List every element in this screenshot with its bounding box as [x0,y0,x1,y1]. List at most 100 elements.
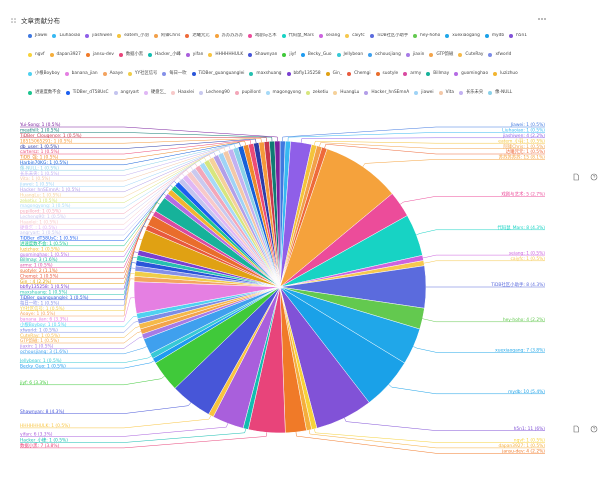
data-label: 像-NULL: 1 (0.5%) [20,164,59,171]
legend-swatch [28,72,32,76]
document-button-2[interactable] [571,424,581,434]
legend-item[interactable]: 达曦咒元 [185,33,210,39]
document-button[interactable] [571,172,581,182]
legend-item[interactable]: TiDB社区小助手 [369,33,408,39]
legend-item[interactable]: 阿锋Chris [153,33,180,39]
legend-swatch [148,53,153,57]
legend-swatch [336,53,341,57]
data-label: TiDB_强: 1 (0.5%) [19,155,59,161]
legend-item[interactable]: jiaxin [405,52,424,58]
legend-swatch [488,53,493,57]
legend-item[interactable]: xuexiaogang [445,33,480,39]
legend-item[interactable]: hey-hoho [413,33,440,39]
data-label: YY社区信号: 1 (0.5%) [19,305,65,312]
legend-item[interactable]: Shawnyan [248,52,277,58]
legend-item[interactable]: 数据小黑 [118,52,143,58]
legend-item[interactable]: 小根Boyboy [28,71,60,77]
legend-swatch [300,53,305,57]
data-label: Harbin70KG: 1 (0.5%) [20,160,68,166]
leader-line [20,176,181,236]
legend-item[interactable]: 长乐未央 [458,90,483,96]
pie-slice[interactable] [274,140,281,288]
leader-line [20,360,155,369]
legend-item[interactable]: banana_jian [64,71,98,77]
leader-line [388,384,545,395]
legend-item[interactable]: ngvf [28,52,45,58]
legend-item[interactable]: GTP韵磁 [429,52,453,58]
legend-item[interactable]: magongyong [265,90,301,96]
legend-item[interactable]: guominghao [454,71,488,77]
legend-item[interactable]: YY社区信号 [127,71,157,77]
legend-item[interactable]: Chemgi [347,71,371,77]
legend-item[interactable]: bbfly135258 [286,71,321,77]
help-button-2[interactable] [589,424,599,434]
legend-item[interactable]: yifan [185,52,203,58]
legend-item[interactable]: jiashiwen [85,33,112,39]
more-options-icon[interactable] [537,14,547,24]
legend-item[interactable]: seiang [318,33,340,39]
data-label: HuangLu: 1 (0.5%) [20,192,61,198]
legend-item[interactable]: Billmay [426,71,449,77]
legend-item[interactable]: jiawei [414,90,434,96]
legend-item[interactable]: eatem_小羽 [117,33,149,39]
help-button[interactable] [589,172,599,182]
legend-item[interactable]: Vita [438,90,454,96]
legend-item[interactable]: 苏苏苏苏苏 [214,33,243,39]
legend-item[interactable]: xfworld [488,52,511,58]
legend-item[interactable]: Gin_ [325,71,342,77]
data-label: 达曦咒元: 1 (0.5%) [506,148,545,155]
legend-item[interactable]: ochousjiang [368,52,401,58]
legend-item[interactable]: 每日一吹 [162,71,187,77]
legend-item[interactable]: Jellybean [336,52,363,58]
legend-item[interactable]: Hacker_hnSEmnA [364,90,409,96]
legend-label: Hacker_小峰 [155,52,181,57]
leader-line [324,143,545,155]
legend-item[interactable]: luzizhuo [493,71,518,77]
leader-line [20,428,246,443]
legend-item[interactable]: 戏剧与艺术 [248,33,277,39]
legend-item[interactable]: Hacker_小峰 [148,52,181,58]
legend-item[interactable]: 代码鼠_Mars [281,33,314,39]
legend-swatch [282,53,287,57]
legend-label: jansu-dev [92,52,114,57]
legend-item[interactable]: suotyle [375,71,398,77]
legend-item[interactable]: Haaxlei [171,90,194,96]
legend-item[interactable]: mydb [484,33,504,39]
legend-item[interactable]: CuteRay [458,52,483,58]
legend-label: zeketiu [312,90,329,95]
legend-swatch [64,72,69,76]
legend-item[interactable]: Aoaye [102,71,123,77]
legend-item[interactable]: zeketiu [305,90,329,96]
leader-line [20,278,135,317]
legend-item[interactable]: 硬盘乞_ [143,90,166,96]
legend-item[interactable]: maxshuang [249,71,282,77]
leader-line [20,166,194,220]
legend-swatch [265,91,270,95]
legend-item[interactable]: pupillord [234,90,261,96]
legend-item[interactable]: Lecheng90 [199,90,230,96]
legend-item[interactable]: TiDBer_dT58UsC [65,90,109,96]
legend-item[interactable]: HuangLu [333,90,359,96]
drag-handle-icon[interactable] [10,17,17,24]
legend-swatch [438,91,443,95]
legend-item[interactable]: jiyf [282,52,296,58]
legend-item[interactable]: h5n1 [509,33,527,39]
legend-item[interactable]: angryart [113,90,139,96]
legend-item[interactable]: caiyfc [345,33,365,39]
legend-swatch [102,72,107,76]
legend-item[interactable]: 进速度数不会 [28,90,61,96]
legend-item[interactable]: army [403,71,421,77]
data-label: Shawnyan: 8 (4.3%) [20,409,65,415]
legend-item[interactable]: Jiawei [28,33,47,39]
legend-item[interactable]: HHHHHHULK [208,52,243,58]
legend-item[interactable]: Becky_Guo [300,52,332,58]
data-label: hey-hoho: 4 (2.2%) [503,317,545,323]
leader-line [20,355,152,363]
legend-item[interactable]: TiDBer_guanguanglei [191,71,244,77]
legend-item[interactable]: jansu-dev [85,52,114,58]
legend-item[interactable]: dapan3927 [49,52,81,58]
leader-line [20,173,185,230]
legend-item[interactable]: 像-NULL [488,90,512,96]
legend-swatch [454,72,459,76]
legend-item[interactable]: Liuhaoiao [52,33,80,39]
